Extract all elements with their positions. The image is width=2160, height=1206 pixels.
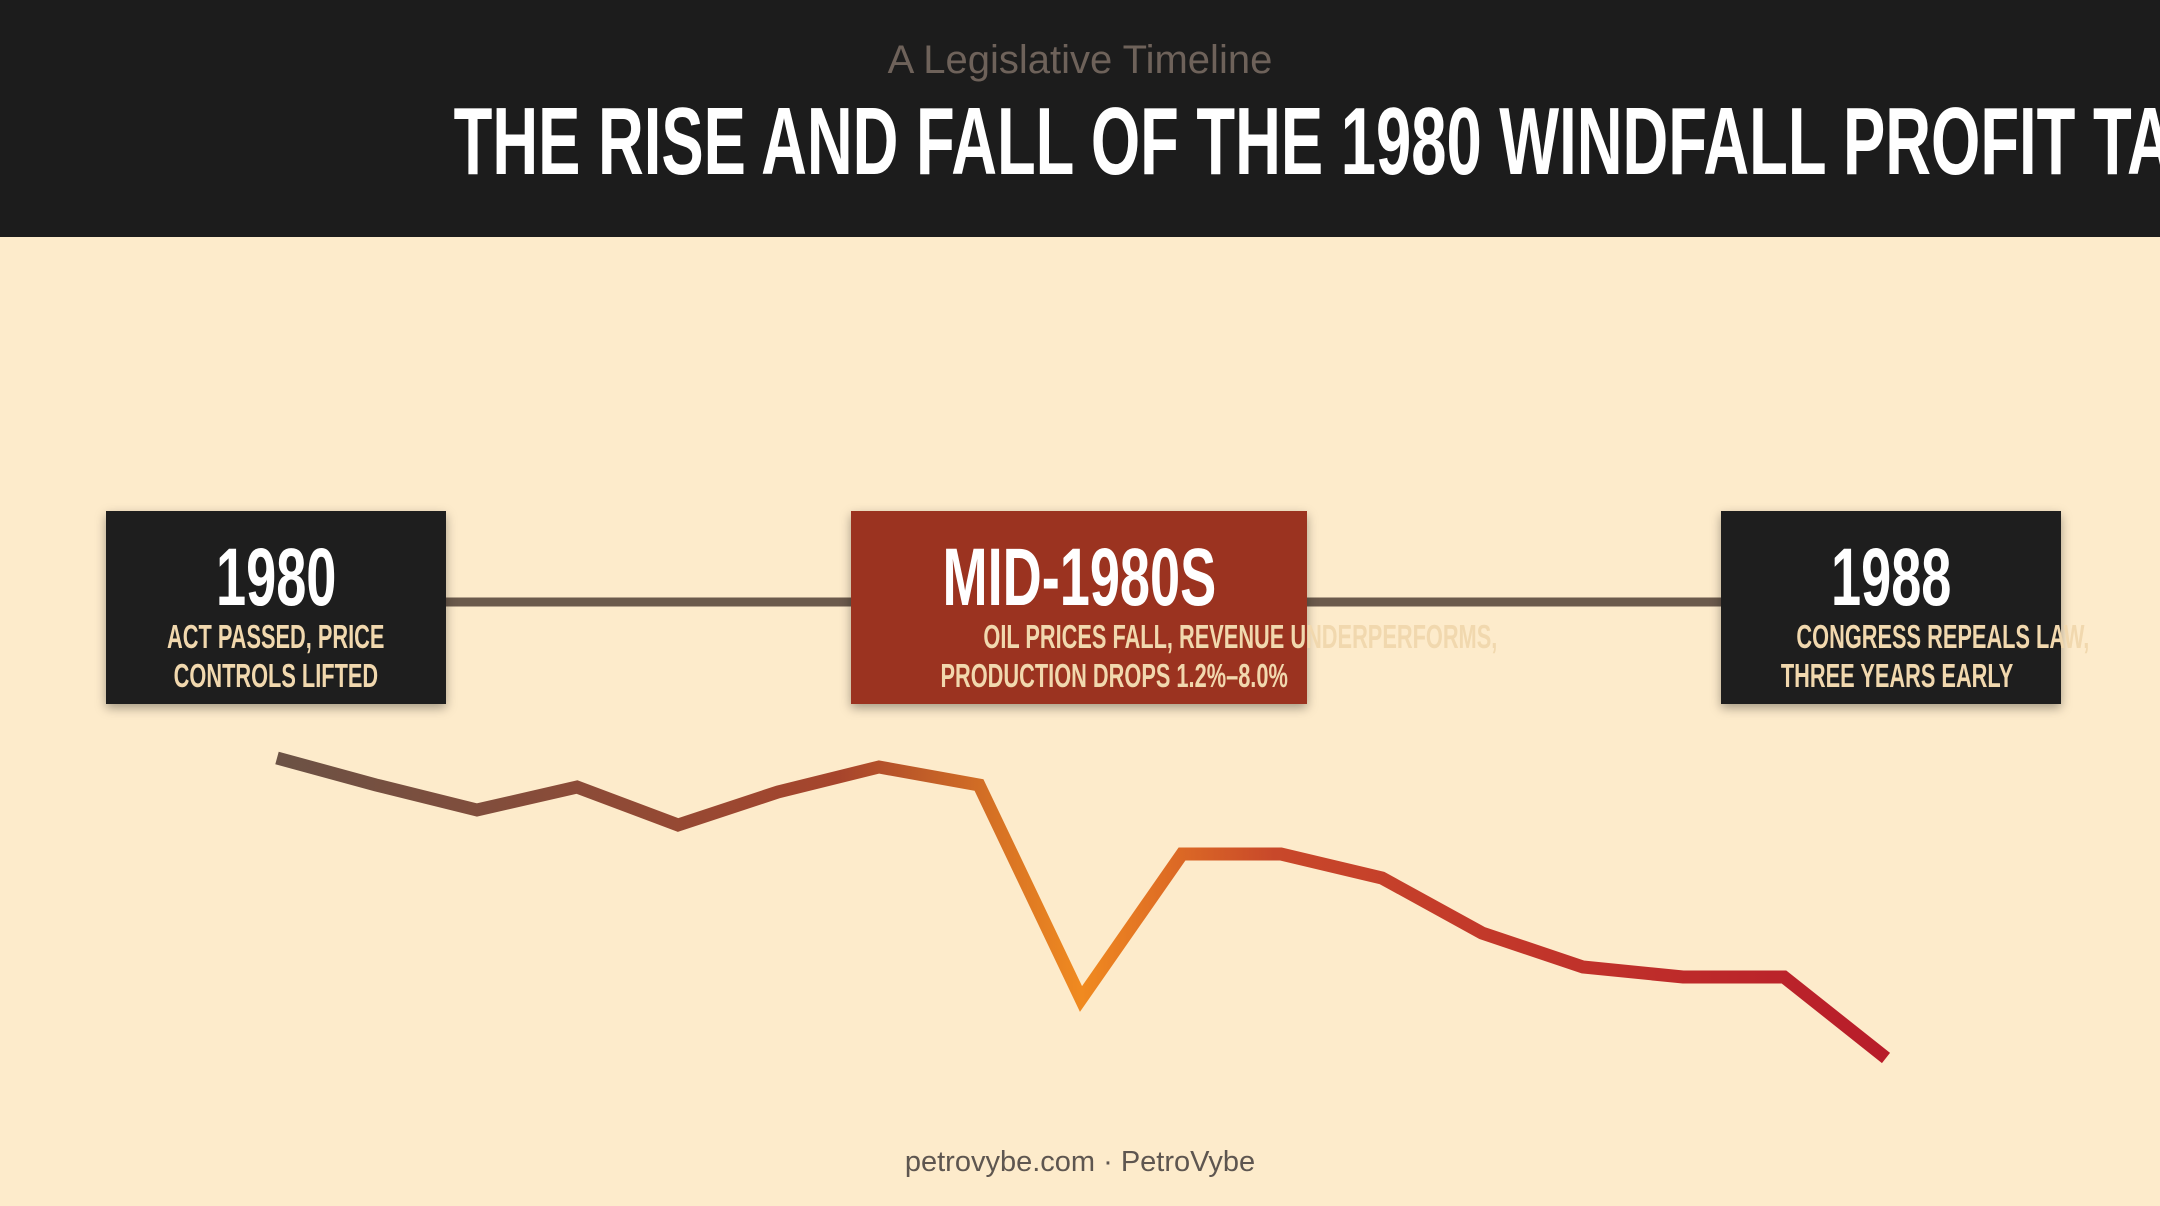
node-description: CONTROLS LIFTED	[173, 657, 379, 694]
node-label: 1988	[1830, 532, 1952, 623]
node-description: PRODUCTION DROPS 1.2%–8.0%	[940, 657, 1288, 694]
node-box: 1980 ACT PASSED, PRICE CONTROLS LIFTED	[106, 511, 446, 704]
trend-line	[275, 751, 1891, 1064]
node-box: MID-1980S OIL PRICES FALL, REVENUE UNDER…	[851, 511, 1497, 704]
node-description: OIL PRICES FALL, REVENUE UNDERPERFORMS,	[983, 618, 1498, 655]
node-label: MID-1980S	[942, 532, 1216, 623]
node-box: 1988 CONGRESS REPEALS LAW, THREE YEARS E…	[1721, 511, 2089, 704]
node-description: ACT PASSED, PRICE	[167, 618, 385, 655]
footer: petrovybe.com · PetroVybe	[904, 1146, 1256, 1178]
subtitle: A Legislative Timeline	[887, 38, 1273, 82]
title-wrap: THE RISE AND FALL OF THE 1980 WINDFALL P…	[0, 94, 2160, 190]
title: THE RISE AND FALL OF THE 1980 WINDFALL P…	[453, 88, 2160, 195]
node-label: 1980	[215, 532, 337, 623]
header: A Legislative Timeline THE RISE AND FALL…	[0, 0, 2160, 237]
node-description: CONGRESS REPEALS LAW,	[1796, 618, 2090, 655]
node-description: THREE YEARS EARLY	[1780, 657, 2014, 694]
